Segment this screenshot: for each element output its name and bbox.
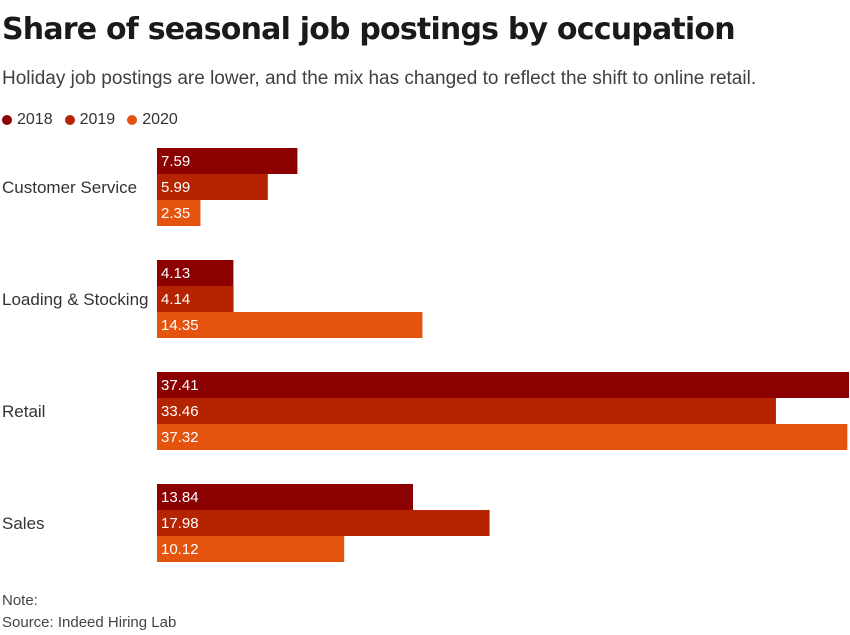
legend: 2018 2019 2020 [2,110,190,130]
legend-item-2020: 2020 [127,111,178,129]
chart-subtitle: Holiday job postings are lower, and the … [2,68,757,89]
data-label: 33.46 [161,403,199,420]
data-label: 13.84 [161,489,199,506]
category-label: Loading & Stocking [2,290,149,309]
chart-note: Note: [2,592,38,609]
bar-2019 [157,510,490,536]
bar-2018 [157,148,298,174]
legend-label: 2018 [17,111,53,128]
category-label: Sales [2,514,45,533]
data-label: 2.35 [161,205,190,222]
legend-swatch [64,115,75,125]
data-label: 10.12 [161,541,199,558]
legend-item-2019: 2019 [64,111,116,129]
bar-2018 [157,260,234,286]
legend-label: 2020 [142,111,178,128]
bar-2020 [157,536,345,562]
data-label: 37.41 [161,377,199,394]
category-label: Retail [2,402,45,421]
chart-title: Share of seasonal job postings by occupa… [2,12,736,47]
legend-item-2018: 2018 [2,111,53,129]
data-label: 4.13 [161,265,190,282]
bar-2019 [157,398,776,424]
bar-2020 [157,424,848,450]
data-label: 37.32 [161,429,199,446]
bar-2020 [157,200,201,226]
bar-2019 [157,286,234,312]
data-label: 4.14 [161,291,190,308]
bar-2018 [157,372,849,398]
bar-2018 [157,484,414,510]
data-label: 5.99 [161,179,190,196]
bar-2019 [157,174,268,200]
bar-2020 [157,312,423,338]
chart-source: Source: Indeed Hiring Lab [2,614,177,631]
bar-chart: Customer Service 7.59 5.99 2.35 Loading & St… [2,148,849,562]
data-label: 17.98 [161,515,199,532]
data-label: 7.59 [161,153,190,170]
legend-label: 2019 [79,111,116,128]
category-label: Customer Service [2,178,137,197]
legend-swatch [2,115,12,125]
legend-swatch [127,115,138,125]
data-label: 14.35 [161,317,199,334]
